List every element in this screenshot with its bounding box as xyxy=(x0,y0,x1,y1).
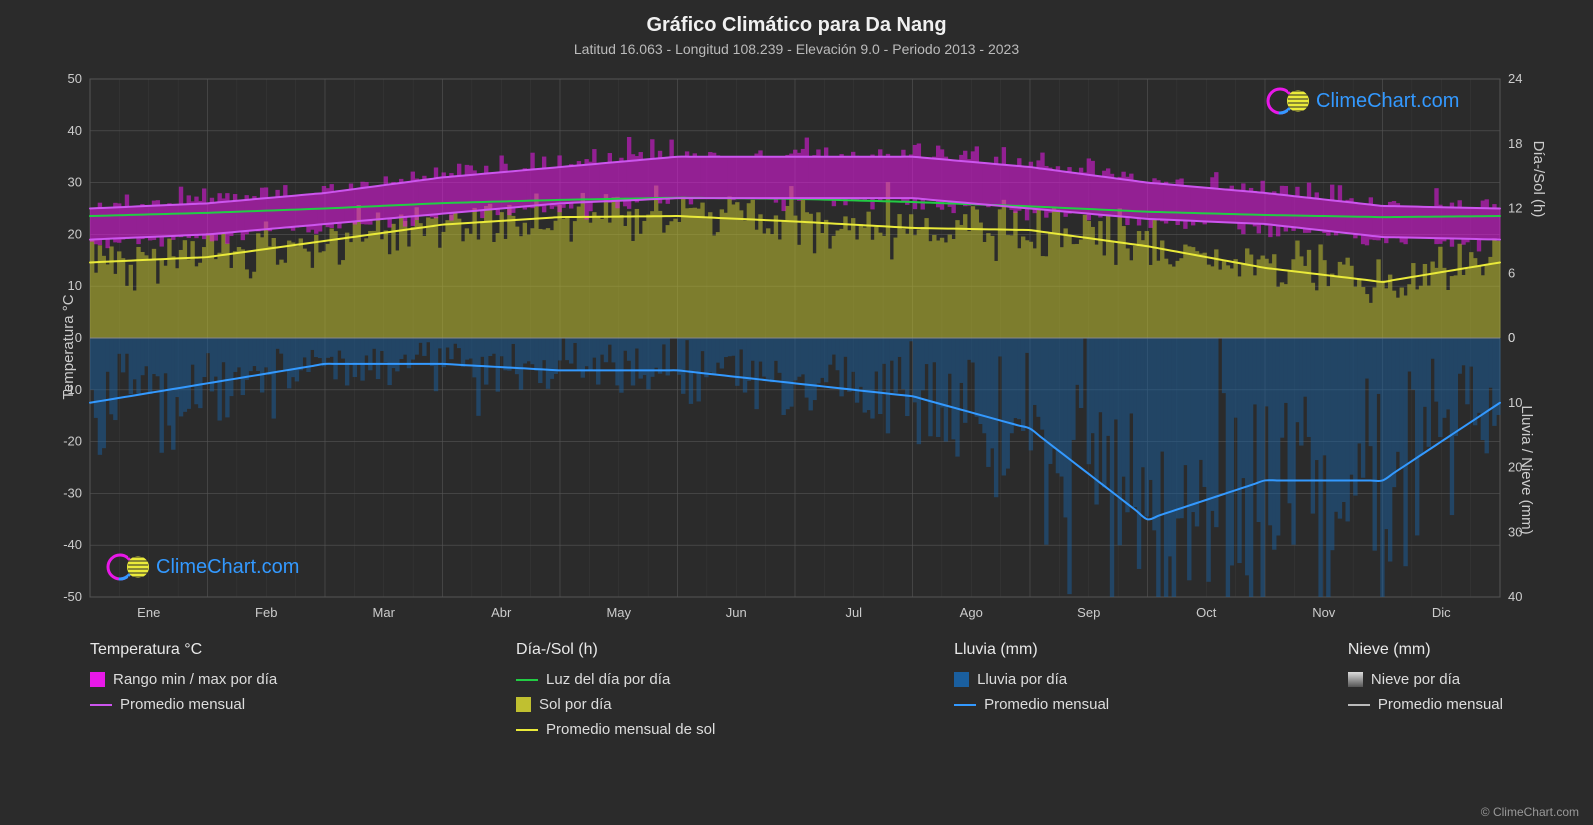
chart-title: Gráfico Climático para Da Nang xyxy=(0,0,1593,37)
legend: Temperatura °C Rango min / max por día P… xyxy=(0,627,1593,738)
legend-item-snow-avg: Promedio mensual xyxy=(1348,696,1503,713)
legend-item-temp-avg: Promedio mensual xyxy=(90,696,277,713)
svg-text:Dic: Dic xyxy=(1432,605,1451,620)
svg-text:ClimeChart.com: ClimeChart.com xyxy=(1316,90,1459,112)
legend-label: Sol por día xyxy=(539,696,612,713)
svg-text:40: 40 xyxy=(1508,589,1522,604)
swatch-snow-daily xyxy=(1348,672,1363,687)
swatch-sun-avg xyxy=(516,729,538,731)
svg-text:-50: -50 xyxy=(63,589,82,604)
swatch-temp-avg xyxy=(90,704,112,706)
legend-label: Promedio mensual xyxy=(120,696,245,713)
swatch-sun xyxy=(516,697,531,712)
legend-label: Luz del día por día xyxy=(546,671,670,688)
svg-text:40: 40 xyxy=(68,123,82,138)
svg-text:12: 12 xyxy=(1508,201,1522,216)
svg-text:Ago: Ago xyxy=(960,605,983,620)
svg-text:Feb: Feb xyxy=(255,605,277,620)
svg-text:Oct: Oct xyxy=(1196,605,1217,620)
svg-text:Sep: Sep xyxy=(1077,605,1100,620)
svg-text:24: 24 xyxy=(1508,71,1522,86)
svg-text:6: 6 xyxy=(1508,265,1515,280)
legend-label: Nieve por día xyxy=(1371,671,1460,688)
legend-title-daysun: Día-/Sol (h) xyxy=(516,641,715,659)
svg-text:50: 50 xyxy=(68,71,82,86)
svg-text:-40: -40 xyxy=(63,537,82,552)
swatch-temp-range xyxy=(90,672,105,687)
legend-item-temp-range: Rango min / max por día xyxy=(90,671,277,688)
copyright: © ClimeChart.com xyxy=(1481,805,1579,819)
legend-item-sun: Sol por día xyxy=(516,696,715,713)
svg-text:30: 30 xyxy=(68,175,82,190)
svg-text:-30: -30 xyxy=(63,485,82,500)
legend-title-snow: Nieve (mm) xyxy=(1348,641,1503,659)
svg-text:Jul: Jul xyxy=(845,605,862,620)
chart-subtitle: Latitud 16.063 - Longitud 108.239 - Elev… xyxy=(0,37,1593,57)
legend-label: Promedio mensual de sol xyxy=(546,721,715,738)
svg-text:Ene: Ene xyxy=(137,605,160,620)
svg-text:18: 18 xyxy=(1508,136,1522,151)
legend-col-temp: Temperatura °C Rango min / max por día P… xyxy=(90,641,277,738)
legend-item-rain-daily: Lluvia por día xyxy=(954,671,1109,688)
svg-text:Abr: Abr xyxy=(491,605,512,620)
legend-item-daylight: Luz del día por día xyxy=(516,671,715,688)
swatch-snow-avg xyxy=(1348,704,1370,706)
legend-item-rain-avg: Promedio mensual xyxy=(954,696,1109,713)
svg-text:20: 20 xyxy=(68,226,82,241)
chart-container: Temperatura °C Día-/Sol (h) Lluvia / Nie… xyxy=(60,67,1533,627)
svg-text:0: 0 xyxy=(1508,330,1515,345)
swatch-rain-daily xyxy=(954,672,969,687)
svg-text:-20: -20 xyxy=(63,434,82,449)
svg-text:10: 10 xyxy=(68,278,82,293)
legend-label: Lluvia por día xyxy=(977,671,1067,688)
y-axis-left-label: Temperatura °C xyxy=(60,294,77,399)
legend-item-snow-daily: Nieve por día xyxy=(1348,671,1503,688)
svg-text:Nov: Nov xyxy=(1312,605,1336,620)
y-axis-right-top-label: Día-/Sol (h) xyxy=(1530,141,1547,218)
swatch-rain-avg xyxy=(954,704,976,706)
legend-title-rain: Lluvia (mm) xyxy=(954,641,1109,659)
legend-title-temp: Temperatura °C xyxy=(90,641,277,659)
svg-text:Jun: Jun xyxy=(726,605,747,620)
climate-chart-svg: -50-40-30-20-100102030405006121824010203… xyxy=(60,67,1530,627)
legend-col-daysun: Día-/Sol (h) Luz del día por día Sol por… xyxy=(516,641,715,738)
swatch-daylight xyxy=(516,679,538,681)
legend-item-sun-avg: Promedio mensual de sol xyxy=(516,721,715,738)
legend-col-rain: Lluvia (mm) Lluvia por día Promedio mens… xyxy=(954,641,1109,738)
y-axis-right-bottom-label: Lluvia / Nieve (mm) xyxy=(1518,406,1535,535)
legend-col-snow: Nieve (mm) Nieve por día Promedio mensua… xyxy=(1348,641,1503,738)
svg-text:ClimeChart.com: ClimeChart.com xyxy=(156,556,299,578)
legend-label: Promedio mensual xyxy=(984,696,1109,713)
legend-label: Rango min / max por día xyxy=(113,671,277,688)
svg-text:Mar: Mar xyxy=(373,605,396,620)
legend-label: Promedio mensual xyxy=(1378,696,1503,713)
svg-text:May: May xyxy=(606,605,631,620)
